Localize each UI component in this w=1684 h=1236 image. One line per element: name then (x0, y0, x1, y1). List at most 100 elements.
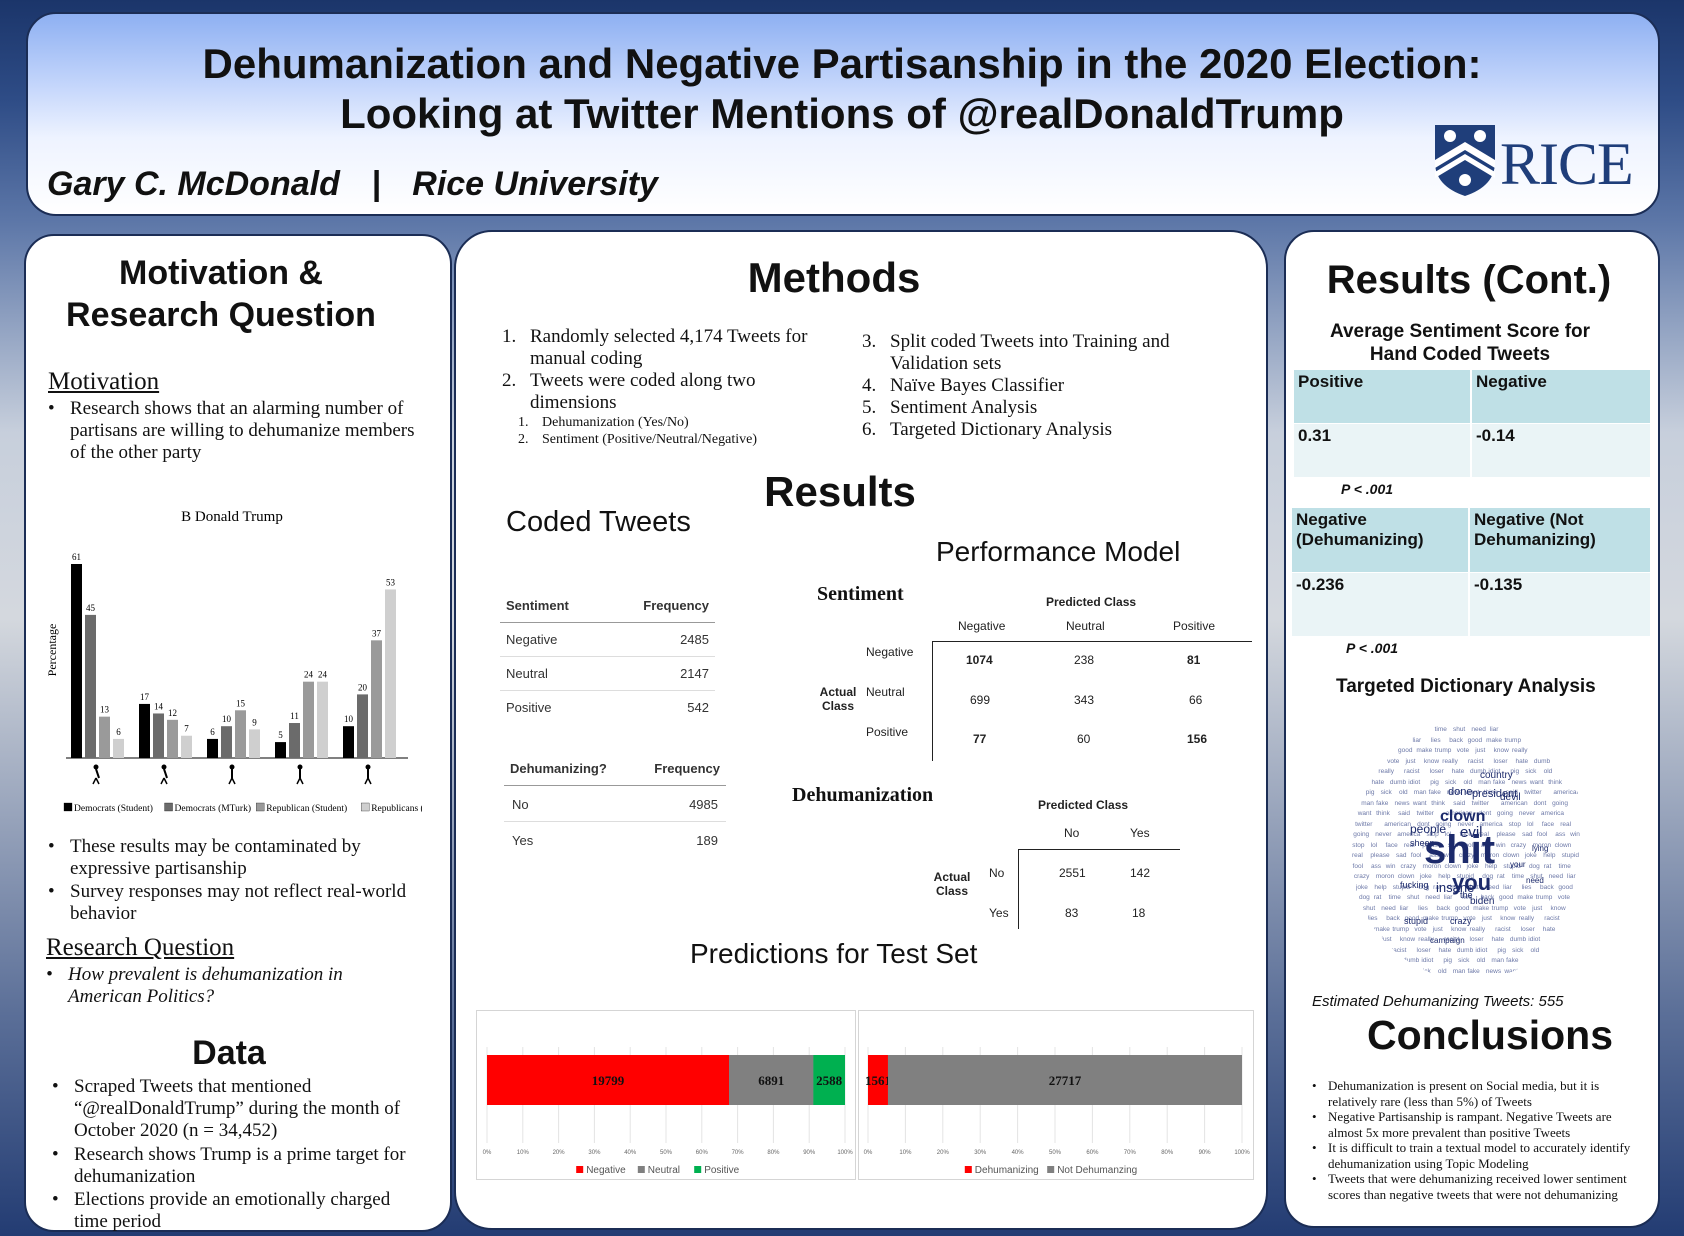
word-cloud-filler: racist (1495, 926, 1511, 933)
results-cont-title: Results (Cont.) (1284, 258, 1654, 303)
method-step-6: 6. Targeted Dictionary Analysis (862, 419, 1202, 441)
row-value: 542 (687, 700, 709, 715)
motivation-title-line1: Motivation & (24, 252, 418, 294)
bar (249, 729, 260, 758)
row-value: 4985 (689, 797, 718, 812)
bar (385, 589, 396, 758)
word-cloud-filler: hate (1492, 936, 1505, 943)
legend-swatch (576, 1166, 583, 1173)
word-cloud-word: biden (1470, 896, 1494, 907)
avg-sentiment-title: Average Sentiment Score for Hand Coded T… (1284, 320, 1636, 366)
method-step-6-text: Targeted Dictionary Analysis (890, 419, 1112, 440)
frequency-col-header: Frequency (643, 598, 709, 613)
word-cloud-filler: think (1548, 779, 1562, 786)
word-cloud-filler: sad (1522, 831, 1532, 838)
word-cloud-filler: old (1438, 968, 1447, 975)
word-cloud-filler: want (1358, 810, 1372, 817)
cm-cell: 1074 (966, 653, 993, 667)
word-cloud-filler: joke (1525, 852, 1537, 859)
avg-sentiment-title-line1: Average Sentiment Score for (1284, 320, 1636, 343)
legend-swatch (256, 803, 264, 811)
bar-value-label: 6 (210, 727, 215, 737)
row-positive: Positive (866, 725, 908, 739)
bar-value-label: 14 (154, 701, 164, 711)
cm-cell: 699 (970, 693, 990, 707)
method-step-4-text: Naïve Bayes Classifier (890, 375, 1064, 396)
method-substep-1: 1. Dehumanization (Yes/No) (518, 414, 832, 431)
word-cloud-filler: just (1475, 747, 1485, 754)
word-cloud-filler: good (1499, 894, 1513, 901)
word-cloud-filler: need (1471, 726, 1485, 733)
cm-cell: 156 (1187, 732, 1207, 746)
col-yes: Yes (1130, 826, 1150, 840)
method-substep-2-text: Sentiment (Positive/Neutral/Negative) (542, 432, 757, 447)
t1-header-negative: Negative (1472, 370, 1650, 423)
methods-col1: 1. Randomly selected 4,174 Tweets for man… (502, 326, 832, 448)
bullet-dot: • (1312, 1171, 1317, 1187)
motivation-title-line2: Research Question (24, 294, 418, 336)
t1-value-negative: -0.14 (1472, 424, 1650, 477)
method-step-2: 2. Tweets were coded along two dimensions (502, 370, 832, 414)
word-cloud-filler: help (1543, 852, 1555, 859)
matrix-top-rule (932, 641, 1252, 642)
word-cloud-filler: man (1491, 957, 1504, 964)
word-cloud-filler: shut (1453, 726, 1465, 733)
word-cloud-filler: trump (1392, 926, 1409, 933)
x-tick-label: 10% (517, 1150, 530, 1156)
word-cloud-filler: really (1519, 915, 1535, 922)
p-value-2: P < .001 (1346, 640, 1398, 656)
word-cloud-filler: time (1389, 894, 1401, 901)
bullet-dot: • (1312, 1078, 1317, 1094)
word-cloud-filler: just (1433, 926, 1443, 933)
word-cloud-filler: american (1384, 821, 1411, 828)
word-cloud-filler: loser (1470, 936, 1484, 943)
segment-value-text: 27717 (1049, 1073, 1082, 1088)
word-cloud-filler: dumb (1457, 947, 1473, 954)
word-cloud-filler: time (1435, 726, 1447, 733)
word-cloud-filler: old (1544, 768, 1553, 775)
x-tick-label: 60% (1086, 1150, 1099, 1156)
word-cloud-word: crazy (1450, 916, 1472, 926)
x-tick-label: 70% (1124, 1150, 1137, 1156)
word-cloud-filler: know (1494, 747, 1509, 754)
data-bullet-3-text: Elections provide an emotionally charged… (74, 1189, 390, 1232)
bar (85, 615, 96, 758)
word-cloud-filler: make (1486, 737, 1502, 744)
word-cloud-filler: liar (1400, 905, 1409, 912)
legend-swatch (64, 803, 72, 811)
t1-header-positive: Positive (1294, 370, 1470, 423)
word-cloud-filler: twitter (1417, 810, 1434, 817)
word-cloud-filler: going (1497, 810, 1513, 817)
conclusion-item: • Negative Partisanship is rampant. Negat… (1328, 1109, 1640, 1140)
legend-swatch (638, 1166, 645, 1173)
word-cloud-filler: win (1386, 863, 1396, 870)
word-cloud-filler: just (1482, 915, 1492, 922)
conclusion-text: Dehumanization is present on Social medi… (1328, 1078, 1599, 1109)
word-cloud-filler: clown (1555, 842, 1572, 849)
word-cloud-filler: going (1552, 800, 1568, 807)
word-cloud-filler: racist (1391, 947, 1407, 954)
dehumanization-prediction-chart: 1561277170%10%20%30%40%50%60%70%80%90%10… (859, 1011, 1253, 1179)
sentiment-prediction-chart: 19799689125880%10%20%30%40%50%60%70%80%9… (477, 1011, 855, 1179)
legend-label: Not Dehumanzing (1057, 1165, 1137, 1176)
word-cloud-filler: really (1378, 768, 1394, 775)
sentiment-matrix-label: Sentiment (817, 583, 904, 606)
word-cloud-filler: vote (1414, 926, 1426, 933)
data-bullet-3: • Elections provide an emotionally charge… (74, 1189, 424, 1233)
sentiment-table-header: Sentiment Frequency (500, 588, 715, 623)
row-value: 189 (696, 833, 718, 848)
bar (275, 742, 286, 758)
x-tick-label: 50% (660, 1150, 673, 1156)
matrix-left-rule (1018, 849, 1019, 929)
cm-cell: 2551 (1059, 866, 1086, 880)
word-cloud-filler: trump (1504, 737, 1521, 744)
word-cloud-filler: trump (1536, 894, 1553, 901)
bar-value-label: 15 (236, 698, 246, 708)
cm-cell: 81 (1187, 653, 1200, 667)
word-cloud-filler: pig (1497, 947, 1506, 954)
x-tick-label: 40% (624, 1150, 637, 1156)
word-cloud-filler: time (1559, 863, 1571, 870)
caveat-bullet-2: • Survey responses may not reflect real-w… (70, 881, 430, 925)
word-cloud-filler: twitter (1472, 800, 1489, 807)
word-cloud-filler: old (1463, 779, 1472, 786)
